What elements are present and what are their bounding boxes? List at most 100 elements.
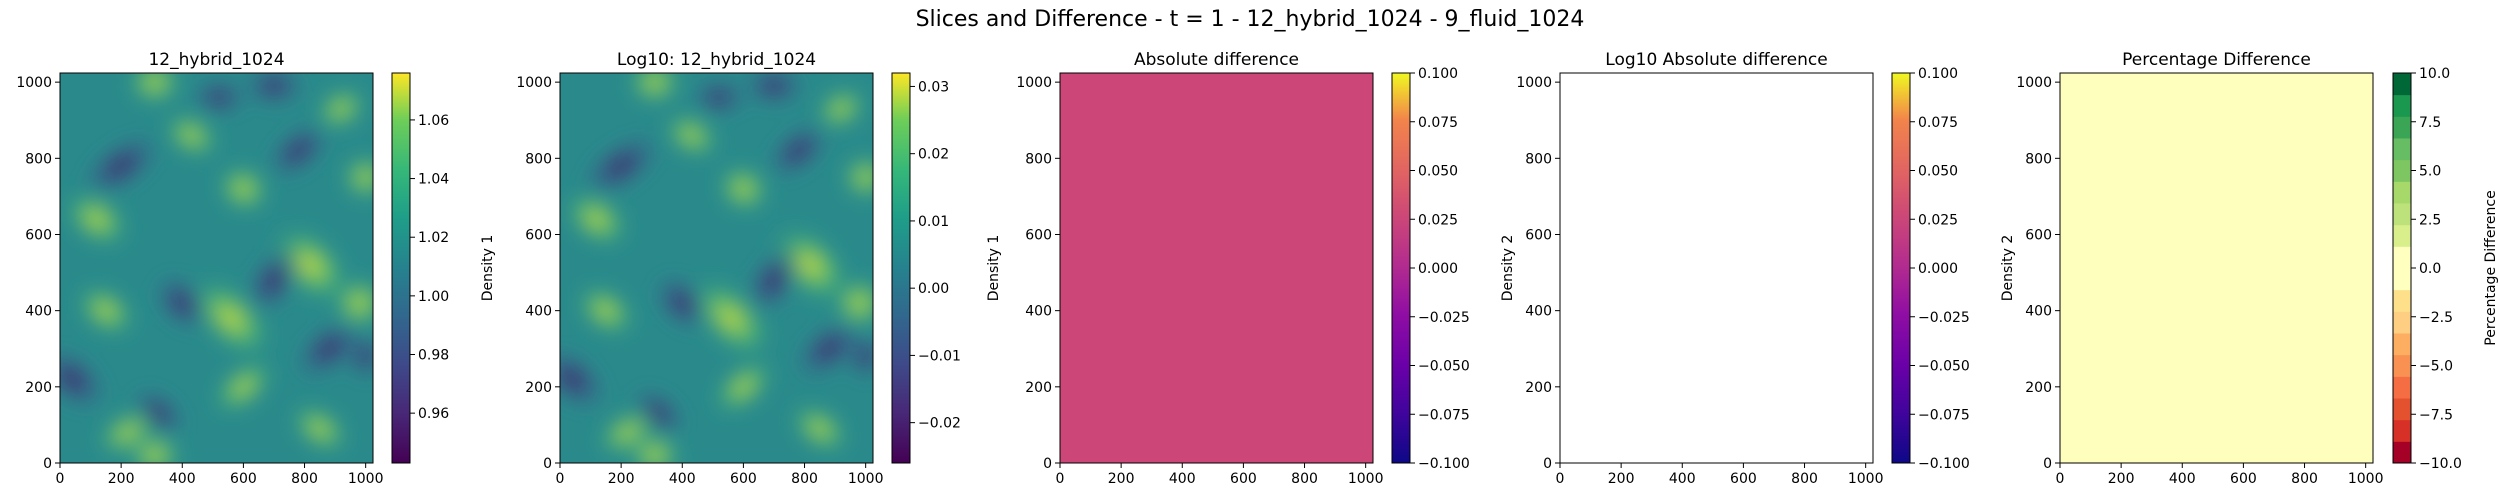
field-trough (243, 73, 305, 105)
x-tick-label: 800 (291, 471, 318, 487)
field-peak (127, 73, 183, 105)
panel-4-colorbar: −0.100 −0.075 −0.050 −0.025 0.000 0.025 0.050 0… (1891, 66, 2016, 472)
x-tick-label: 200 (2108, 471, 2135, 487)
x-tick-label: 400 (169, 471, 196, 487)
y-tick-label: 600 (1525, 227, 1552, 243)
y-tick-label: 1000 (516, 75, 552, 91)
y-tick-label: 0 (43, 456, 52, 472)
colorbar-segment (2393, 333, 2411, 356)
y-tick-label: 0 (1043, 456, 1052, 472)
y-tick-label: 0 (543, 456, 552, 472)
panel-4: Log10 Absolute difference 0 200 400 600 800 10… (1516, 50, 2016, 487)
y-tick-label: 200 (1525, 380, 1552, 396)
x-tick-label: 1000 (348, 471, 384, 487)
field-peak (75, 284, 136, 337)
colorbar-segment (2393, 311, 2411, 334)
colorbar-label: Density 2 (1500, 235, 1516, 302)
panel-1: 12_hybrid_1024 0 200 400 600 800 1000 0 200 400 60… (16, 50, 496, 487)
y-tick-label: 600 (25, 227, 52, 243)
colorbar-segment (2393, 441, 2411, 464)
panel-2-title: Log10: 12_hybrid_1024 (617, 50, 816, 70)
colorbar-tick-label: 0.01 (918, 214, 949, 230)
colorbar-segment (2393, 116, 2411, 139)
colorbar-tick-label: 0.0 (2419, 261, 2441, 277)
field-trough (795, 318, 863, 379)
y-tick-label: 1000 (16, 75, 52, 91)
field-peak (563, 191, 630, 248)
colorbar-tick-label: 1.06 (418, 113, 449, 129)
panel-2-frame (559, 72, 874, 464)
colorbar-tick-label: 0.98 (418, 348, 449, 364)
colorbar-gradient (1892, 73, 1910, 463)
colorbar-tick-label: −0.025 (1918, 310, 1970, 326)
x-tick-label: 0 (2056, 471, 2065, 487)
colorbar-tick-label: 0.025 (1418, 212, 1458, 228)
panel-3-frame (1059, 72, 1374, 464)
panel-5-heatmap (2060, 73, 2373, 463)
colorbar-tick-label: 0.050 (1418, 164, 1458, 180)
field-trough (560, 348, 607, 411)
x-tick-label: 0 (556, 471, 565, 487)
field-peak (332, 276, 373, 330)
field-peak (163, 112, 220, 158)
field-peak (290, 403, 350, 454)
panel-4-heatmap (1560, 73, 1873, 463)
y-tick-label: 600 (1025, 227, 1052, 243)
x-tick-label: 1000 (1848, 471, 1884, 487)
field-peak (716, 164, 770, 213)
field-peak (841, 154, 873, 201)
y-tick-label: 200 (2025, 380, 2052, 396)
y-tick-label: 400 (525, 304, 552, 320)
colorbar-tick-label: 0.03 (918, 79, 949, 95)
colorbar-tick-label: 0.96 (418, 406, 449, 422)
colorbar-label: Density 2 (2000, 235, 2016, 302)
field-trough (745, 245, 803, 315)
field-trough (654, 275, 711, 332)
x-tick-label: 600 (730, 471, 757, 487)
colorbar-segment (2393, 398, 2411, 421)
colorbar-tick-label: −7.5 (2419, 407, 2453, 423)
y-tick-label: 1000 (2016, 75, 2052, 91)
field-trough (691, 80, 747, 115)
colorbar-tick-label: 0.100 (1918, 66, 1958, 82)
field-peak (189, 276, 273, 360)
y-tick-label: 800 (25, 151, 52, 167)
x-tick-label: 800 (1791, 471, 1818, 487)
colorbar-tick-label: −0.050 (1418, 359, 1470, 375)
colorbar-tick-label: 0.000 (1918, 261, 1958, 277)
x-tick-label: 600 (2230, 471, 2257, 487)
field-peak (832, 276, 873, 330)
panel-3: Absolute difference 0 200 400 600 800 1000 0 200… (1016, 50, 1516, 487)
colorbar-segment (2393, 73, 2411, 96)
field-peak (790, 403, 850, 454)
colorbar-segment (2393, 138, 2411, 161)
colorbar-tick-label: 0.100 (1418, 66, 1458, 82)
colorbar-segment (2393, 289, 2411, 312)
x-tick-label: 400 (1669, 471, 1696, 487)
y-tick-label: 800 (1025, 151, 1052, 167)
y-tick-label: 1000 (1016, 75, 1052, 91)
field-trough (245, 245, 303, 315)
x-tick-label: 1000 (2348, 471, 2384, 487)
x-tick-label: 0 (56, 471, 65, 487)
panel-1-frame (59, 72, 374, 464)
figure-title: Slices and Difference - t = 1 - 12_hybri… (916, 7, 1585, 32)
y-tick-label: 800 (525, 151, 552, 167)
colorbar-segment (2393, 354, 2411, 377)
panels: 12_hybrid_1024 0 200 400 600 800 1000 0 200 400 60… (16, 50, 2499, 487)
colorbar-gradient (892, 73, 910, 463)
colorbar-segment (2393, 246, 2411, 269)
panel-5: Percentage Difference 0 200 400 600 800 1000 0 2… (2016, 50, 2499, 487)
field-peak (212, 359, 275, 415)
field-peak (315, 87, 367, 131)
field-peak (663, 112, 720, 158)
colorbar-tick-label: 0.000 (1418, 261, 1458, 277)
colorbar-tick-label: 1.02 (418, 230, 449, 246)
field-trough (81, 134, 161, 198)
colorbar-label: Percentage Difference (2483, 190, 2499, 345)
colorbar-tick-label: 1.00 (418, 289, 449, 305)
panel-4-frame (1559, 72, 1874, 464)
colorbar-tick-label: 0.02 (918, 147, 949, 163)
x-tick-label: 200 (1108, 471, 1135, 487)
field-trough (60, 348, 107, 411)
